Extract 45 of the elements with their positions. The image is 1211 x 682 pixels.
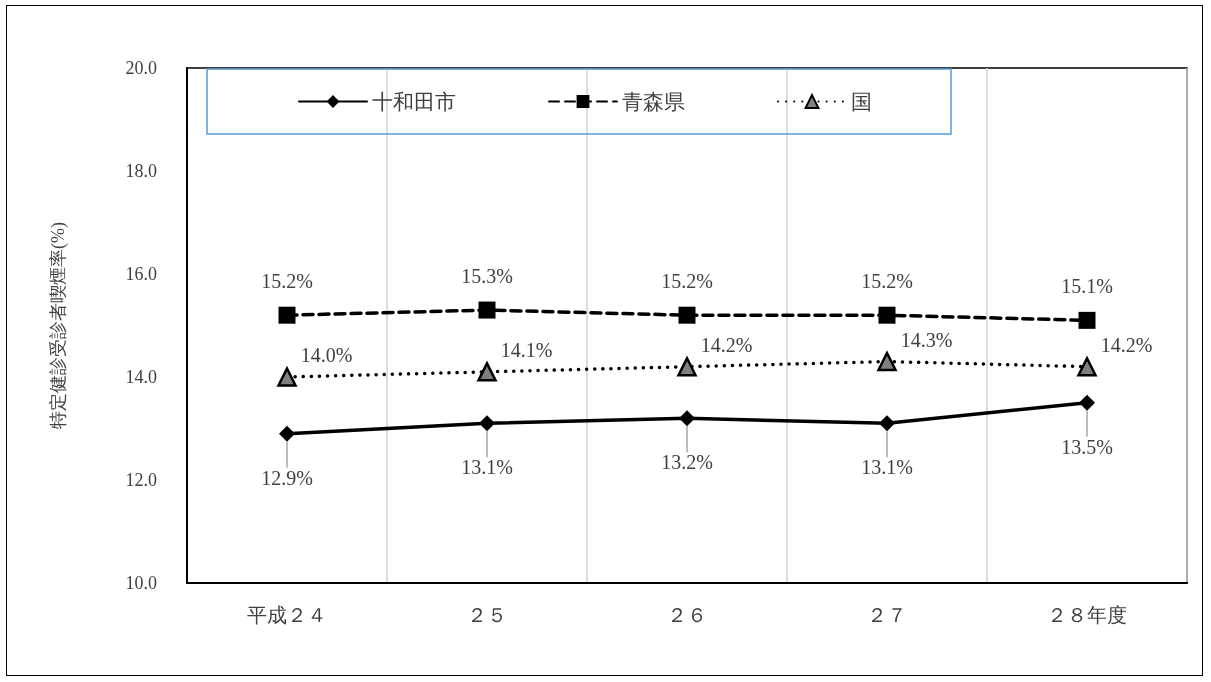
y-tick-label: 16.0 xyxy=(125,264,157,284)
data-label: 14.3% xyxy=(900,328,953,351)
data-label: 15.2% xyxy=(261,269,313,292)
point xyxy=(479,415,495,432)
point xyxy=(278,306,296,324)
data-label: 13.1% xyxy=(461,456,513,479)
point xyxy=(477,362,497,382)
point xyxy=(877,351,897,372)
data-label: 14.2% xyxy=(1100,333,1153,356)
point xyxy=(677,356,697,377)
point xyxy=(678,306,696,324)
x-tick-label: ２５ xyxy=(467,604,507,626)
data-label: 14.0% xyxy=(300,344,353,366)
data-label: 13.5% xyxy=(1061,435,1113,458)
data-label: 15.3% xyxy=(461,264,513,287)
data-label: 14.1% xyxy=(500,338,553,361)
x-tick-label: ２６ xyxy=(667,604,707,626)
data-label: 15.1% xyxy=(1061,274,1113,297)
x-tick-label: ２８年度 xyxy=(1047,604,1127,626)
legend-label: 青森県 xyxy=(622,89,685,114)
data-label: 13.2% xyxy=(661,451,713,474)
x-tick-label: 平成２４ xyxy=(247,604,327,626)
legend-label: 十和田市 xyxy=(372,89,456,114)
y-tick-label: 18.0 xyxy=(125,161,157,181)
data-label: 15.2% xyxy=(661,269,713,292)
y-tick-label: 12.0 xyxy=(125,470,157,490)
data-label: 13.1% xyxy=(861,456,913,479)
point xyxy=(1078,311,1096,329)
point xyxy=(279,425,295,442)
point xyxy=(1079,394,1095,411)
point xyxy=(1077,356,1097,377)
y-tick-label: 14.0 xyxy=(125,367,157,387)
y-tick-label: 10.0 xyxy=(125,573,157,593)
x-tick-label: ２７ xyxy=(867,604,907,626)
point xyxy=(878,306,896,324)
point xyxy=(277,367,297,387)
data-label: 15.2% xyxy=(861,269,913,292)
y-tick-label: 20.0 xyxy=(125,58,157,78)
data-label: 12.9% xyxy=(261,466,313,489)
point xyxy=(478,301,496,319)
data-label: 14.2% xyxy=(700,333,753,356)
y-axis-title: 特定健診受診者喫煙率(%) xyxy=(48,222,69,429)
point xyxy=(879,415,895,432)
legend-label: 国 xyxy=(851,89,872,114)
point xyxy=(679,410,695,427)
